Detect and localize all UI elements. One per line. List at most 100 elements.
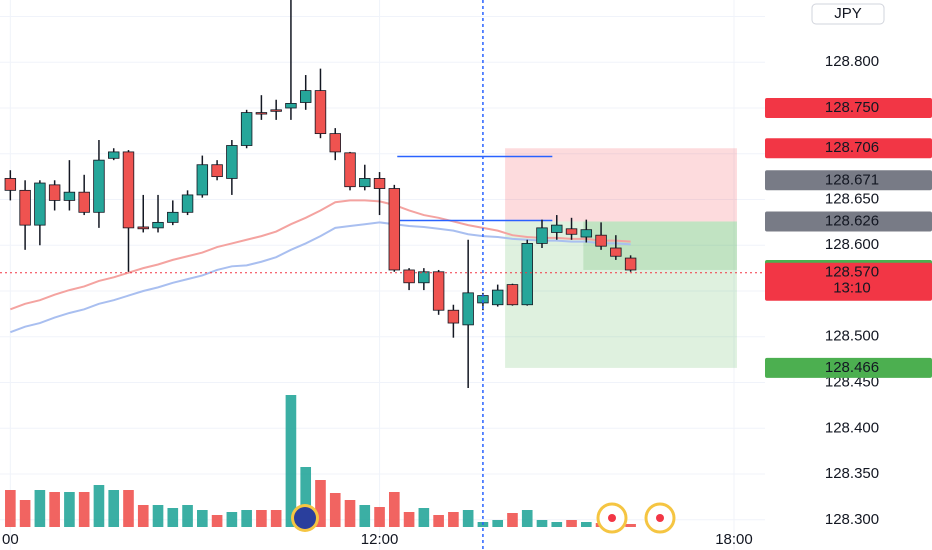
x-tick-label: 12:00 bbox=[361, 531, 399, 548]
volume-bar bbox=[285, 395, 297, 527]
volume-bar bbox=[241, 510, 252, 527]
candle-body bbox=[580, 229, 593, 238]
volume-bar bbox=[388, 492, 400, 527]
candle-body bbox=[388, 188, 401, 271]
volume-bar bbox=[344, 500, 356, 527]
candle-body bbox=[255, 112, 268, 115]
volume-bar bbox=[123, 490, 134, 527]
candle-body bbox=[521, 243, 533, 306]
y-tick-label: 128.500 bbox=[825, 328, 879, 345]
volume-bar bbox=[34, 490, 46, 527]
candle-body bbox=[137, 226, 149, 230]
volume-bar bbox=[403, 512, 415, 527]
candle-body bbox=[551, 224, 563, 233]
volume-bar bbox=[78, 492, 90, 527]
candle-body bbox=[270, 109, 282, 112]
candle-body bbox=[152, 221, 164, 229]
price-label-box bbox=[765, 262, 932, 301]
volume-bar bbox=[226, 512, 238, 527]
candle-body bbox=[329, 133, 341, 153]
candle-body bbox=[462, 292, 474, 326]
candle-body bbox=[447, 309, 460, 324]
target-zone bbox=[505, 221, 737, 368]
event-icon bbox=[294, 507, 316, 529]
currency: JPY bbox=[834, 5, 862, 22]
candle-body bbox=[181, 194, 194, 213]
y-tick-label: 128.650 bbox=[825, 190, 879, 207]
y-tick-label: 128.300 bbox=[825, 511, 879, 528]
candle-body bbox=[93, 159, 105, 213]
price-label: 128.706 bbox=[825, 139, 879, 156]
volume-bar bbox=[300, 467, 312, 527]
plot-area bbox=[0, 0, 765, 550]
price-label: 128.671 bbox=[825, 171, 879, 188]
volume-bar bbox=[492, 520, 504, 527]
candle-body bbox=[211, 164, 223, 178]
volume-bar bbox=[462, 510, 474, 527]
currency-box bbox=[811, 3, 885, 25]
volume-bar bbox=[625, 524, 636, 527]
y-tick-label: 128.350 bbox=[825, 465, 879, 482]
candle-body bbox=[63, 191, 76, 201]
volume-bar bbox=[433, 515, 444, 527]
volume-bar bbox=[19, 500, 31, 527]
volume-bar bbox=[507, 513, 518, 527]
candle-body bbox=[536, 227, 548, 244]
candle-body bbox=[19, 189, 31, 226]
event-icon bbox=[656, 514, 664, 522]
volume-bar bbox=[536, 520, 548, 527]
candle-body bbox=[595, 234, 607, 247]
event-icons bbox=[291, 502, 676, 534]
volume-bar bbox=[211, 515, 223, 527]
price-label: 128.570 bbox=[825, 264, 879, 281]
volume-bar bbox=[137, 505, 149, 527]
volume-bar bbox=[197, 510, 208, 527]
candle-body bbox=[299, 90, 312, 103]
candle-body bbox=[226, 145, 238, 179]
candle-body bbox=[167, 211, 179, 223]
price-label-box bbox=[765, 138, 932, 159]
volume-bar bbox=[359, 505, 371, 527]
volume-bar bbox=[566, 520, 577, 527]
candle-body bbox=[610, 247, 622, 257]
y-tick-label: 128.600 bbox=[825, 236, 879, 253]
candle-body bbox=[359, 178, 371, 188]
price-label-box bbox=[765, 170, 932, 191]
volume-bar bbox=[152, 505, 164, 527]
price-label: 128.750 bbox=[825, 99, 879, 116]
candle-body bbox=[624, 257, 637, 271]
price-label-box bbox=[765, 357, 932, 378]
moving-average bbox=[9, 199, 631, 311]
volume-bar bbox=[580, 522, 592, 527]
candle-body bbox=[314, 90, 327, 135]
price-axis: 128.300128.350128.400128.450128.500128.5… bbox=[765, 7, 932, 528]
volume-bar bbox=[551, 522, 563, 527]
price-label: 128.626 bbox=[825, 212, 879, 229]
y-tick-label: 128.400 bbox=[825, 419, 879, 436]
volume-bar bbox=[167, 508, 179, 527]
candle-body bbox=[418, 271, 430, 284]
event-icon bbox=[608, 514, 616, 522]
candle-body bbox=[4, 178, 17, 191]
volume-bar bbox=[5, 490, 16, 527]
candle-body bbox=[34, 182, 46, 226]
candle-body bbox=[565, 228, 578, 235]
candle-body bbox=[373, 178, 386, 189]
volume-bar bbox=[448, 512, 459, 527]
stop-zone bbox=[505, 148, 737, 222]
volume-bar bbox=[270, 510, 282, 527]
filled-zone bbox=[583, 221, 737, 270]
volume-bar bbox=[93, 485, 105, 527]
volume-bar bbox=[315, 480, 326, 527]
candle-body bbox=[196, 164, 209, 196]
countdown: 13:10 bbox=[833, 280, 871, 297]
volume-bar bbox=[49, 492, 60, 527]
candle-body bbox=[432, 271, 445, 311]
candle-body bbox=[491, 289, 504, 306]
candle-body bbox=[48, 184, 61, 201]
volume-bar bbox=[374, 507, 385, 527]
x-tick-label: 18:00 bbox=[715, 531, 753, 548]
volume-bar bbox=[418, 508, 430, 527]
x-tick-label: 00 bbox=[2, 531, 19, 548]
